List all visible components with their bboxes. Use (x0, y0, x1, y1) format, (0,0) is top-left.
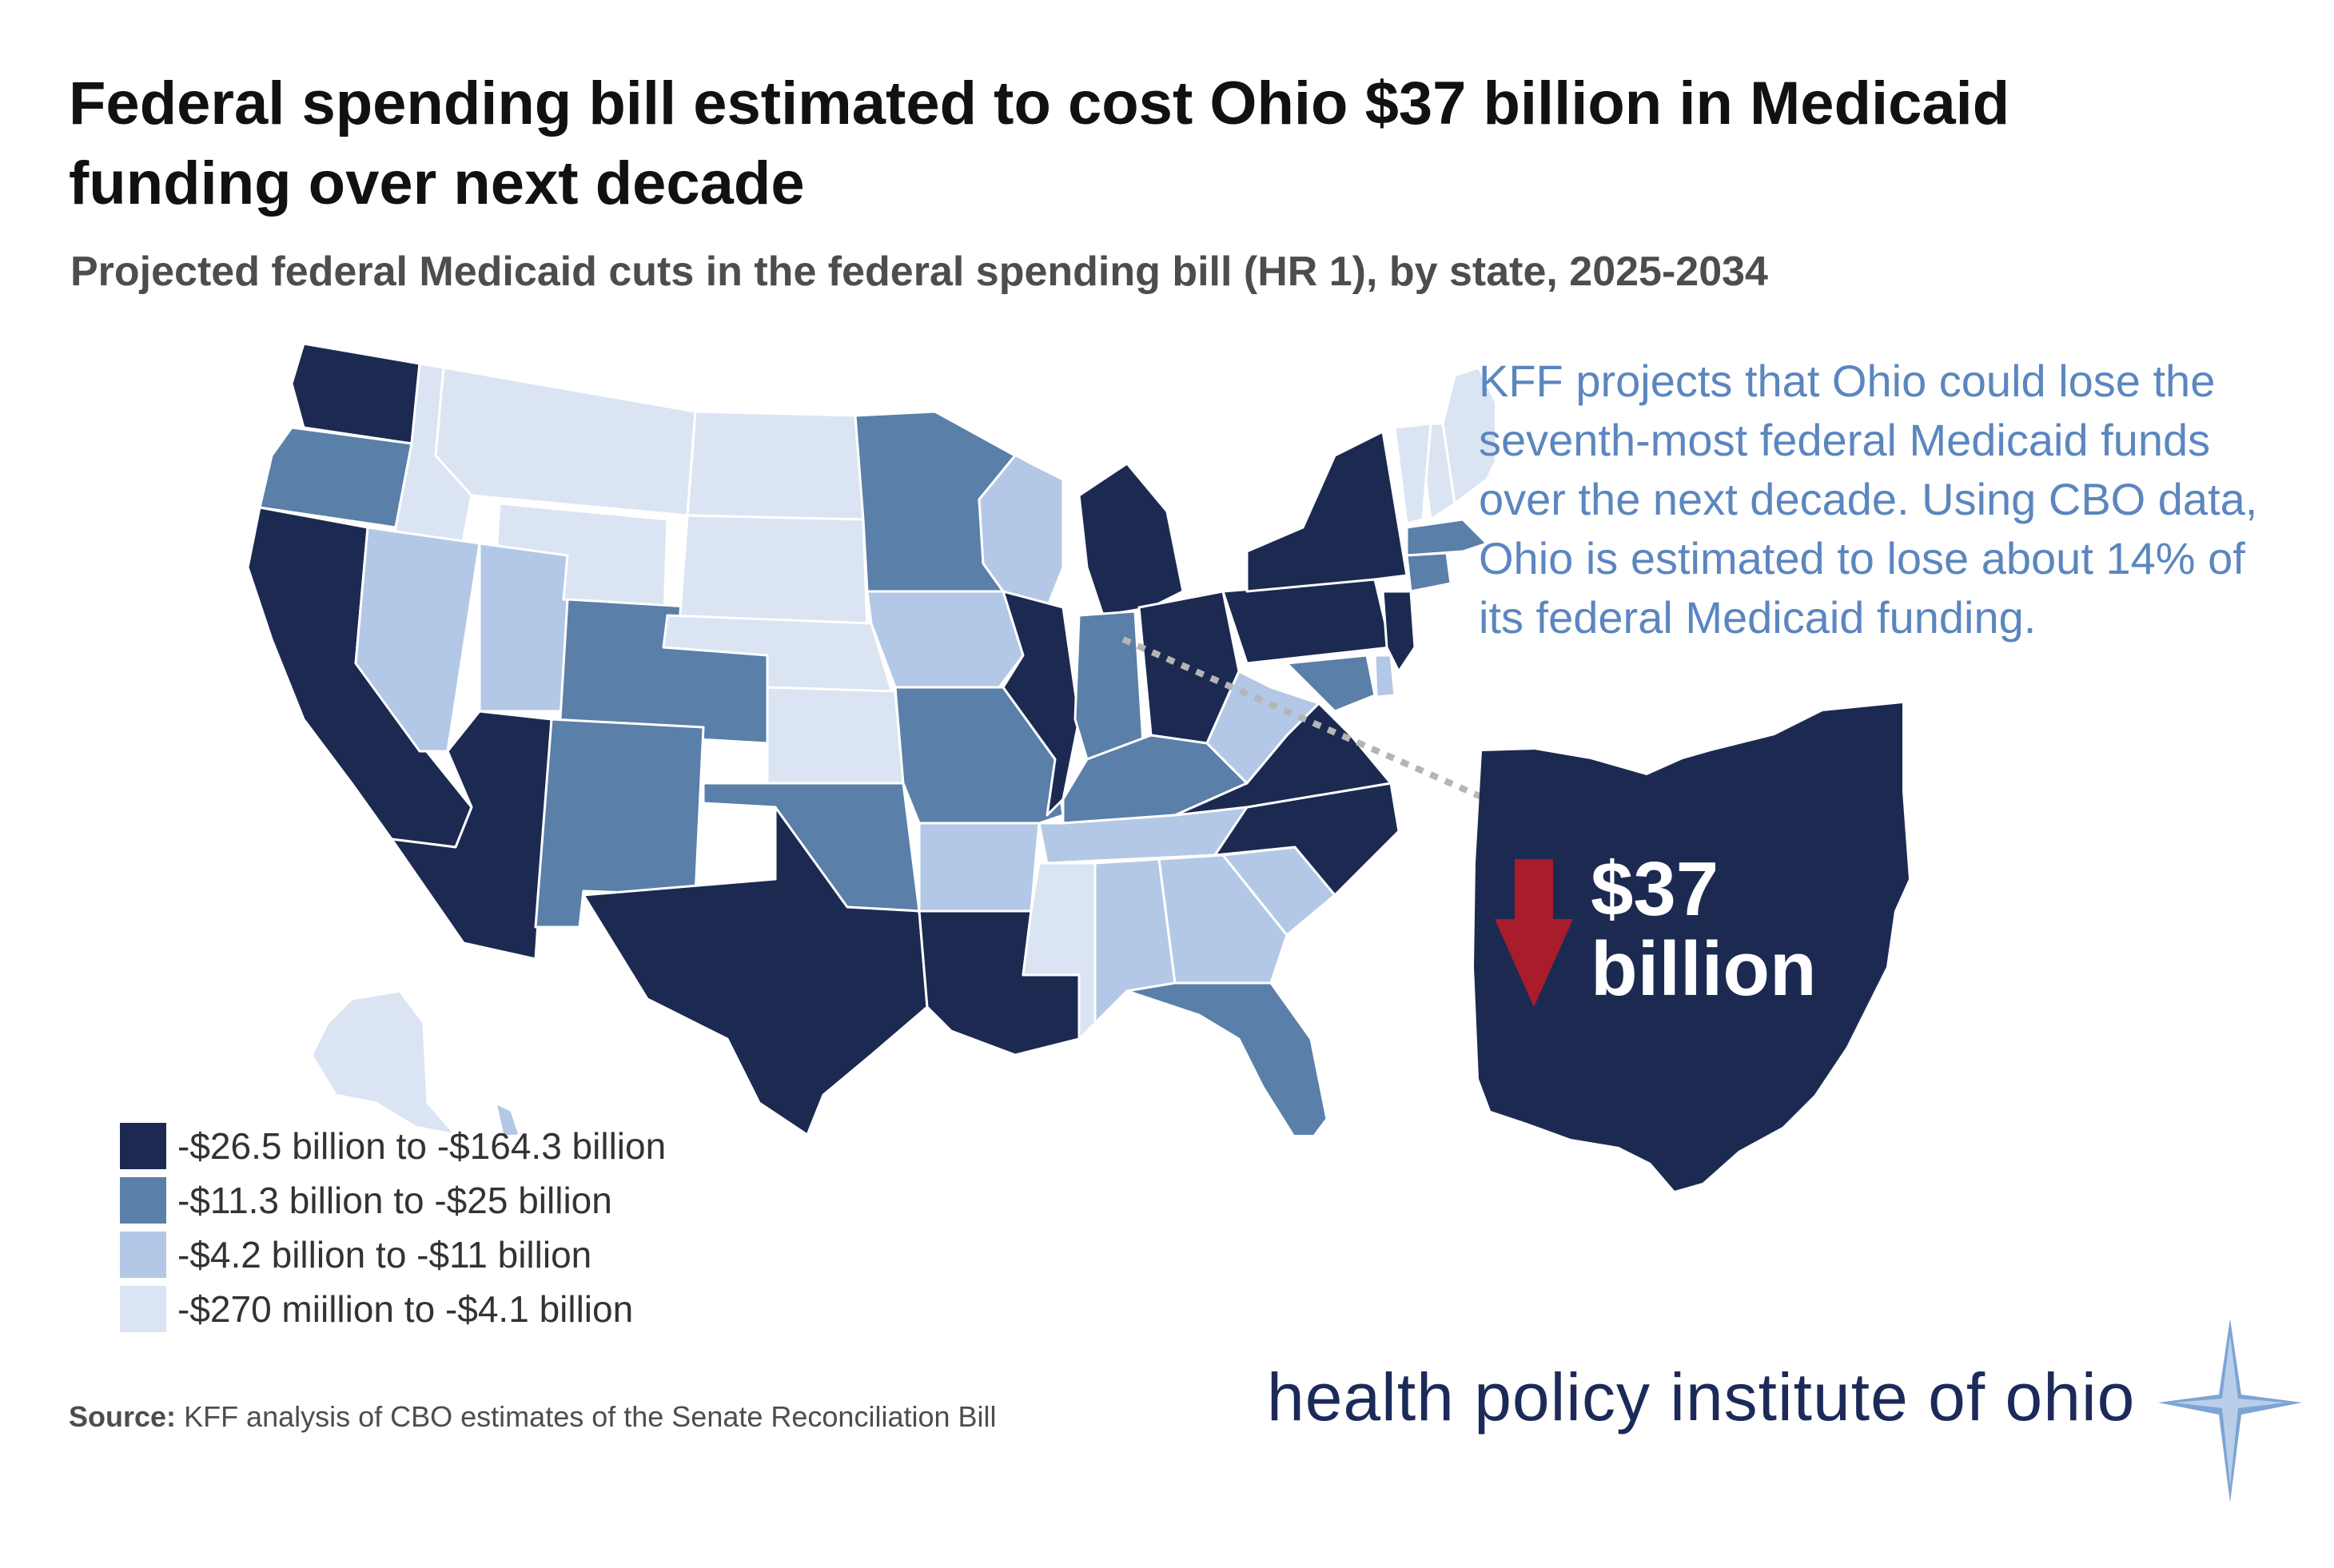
down-arrow-icon (1495, 859, 1573, 1007)
state-nm (534, 718, 705, 929)
state-hi (494, 1101, 521, 1135)
source-label: Source: (69, 1400, 177, 1433)
state-nv (354, 526, 481, 753)
legend-item: -$26.5 billion to -$164.3 billion (120, 1119, 666, 1173)
state-tx (582, 806, 929, 1135)
legend-swatch (120, 1123, 166, 1169)
state-nd (686, 410, 865, 521)
legend-swatch (120, 1286, 166, 1332)
ohio-state-shape (1474, 703, 1909, 1191)
state-mt (434, 366, 697, 517)
compass-star-icon (2158, 1319, 2302, 1502)
state-de (1373, 654, 1396, 698)
chart-subtitle: Projected federal Medicaid cuts in the f… (70, 249, 1768, 295)
logo-text: health policy institute of ohio (1267, 1359, 2136, 1435)
legend-label: -$270 miillion to -$4.1 billion (177, 1288, 634, 1330)
annotation-text: KFF projects that Ohio could lose the se… (1479, 356, 2258, 643)
state-il (1002, 590, 1081, 817)
state-ks (766, 686, 905, 785)
state-ak (310, 989, 457, 1135)
legend-label: -$26.5 billion to -$164.3 billion (177, 1125, 667, 1167)
legend-item: -$270 miillion to -$4.1 billion (120, 1282, 666, 1336)
legend-label: -$11.3 billion to -$25 billion (177, 1180, 612, 1221)
state-fl (1125, 981, 1328, 1135)
us-medicaid-cuts-map (246, 342, 1495, 1135)
state-sd (678, 514, 869, 633)
state-ar (918, 822, 1041, 913)
legend-swatch (120, 1232, 166, 1278)
legend-item: -$11.3 billion to -$25 billion (120, 1173, 666, 1228)
state-ma (1405, 518, 1488, 557)
source-note: Source: KFF analysis of CBO estimates of… (69, 1400, 997, 1434)
state-in (1073, 610, 1145, 761)
state-ga (1157, 854, 1288, 985)
state-ct (1405, 551, 1452, 593)
callout-amount: $37 (1591, 846, 1719, 932)
legend: -$26.5 billion to -$164.3 billion -$11.3… (120, 1119, 666, 1336)
legend-swatch (120, 1177, 166, 1224)
state-ny (1245, 430, 1408, 593)
legend-label: -$4.2 billion to -$11 billion (177, 1234, 592, 1275)
legend-item: -$4.2 billion to -$11 billion (120, 1228, 666, 1282)
callout-unit: billion (1591, 926, 1817, 1012)
source-text: KFF analysis of CBO estimates of the Sen… (184, 1400, 997, 1433)
ohio-zoom-shape: $37 billion (1474, 703, 1909, 1191)
state-az (390, 710, 553, 961)
state-or (258, 426, 413, 529)
chart-title: Federal spending bill estimated to cost … (69, 70, 2010, 217)
state-wa (290, 342, 421, 445)
state-mi (1077, 462, 1185, 617)
state-ia (866, 590, 1025, 689)
state-vt (1393, 422, 1432, 525)
